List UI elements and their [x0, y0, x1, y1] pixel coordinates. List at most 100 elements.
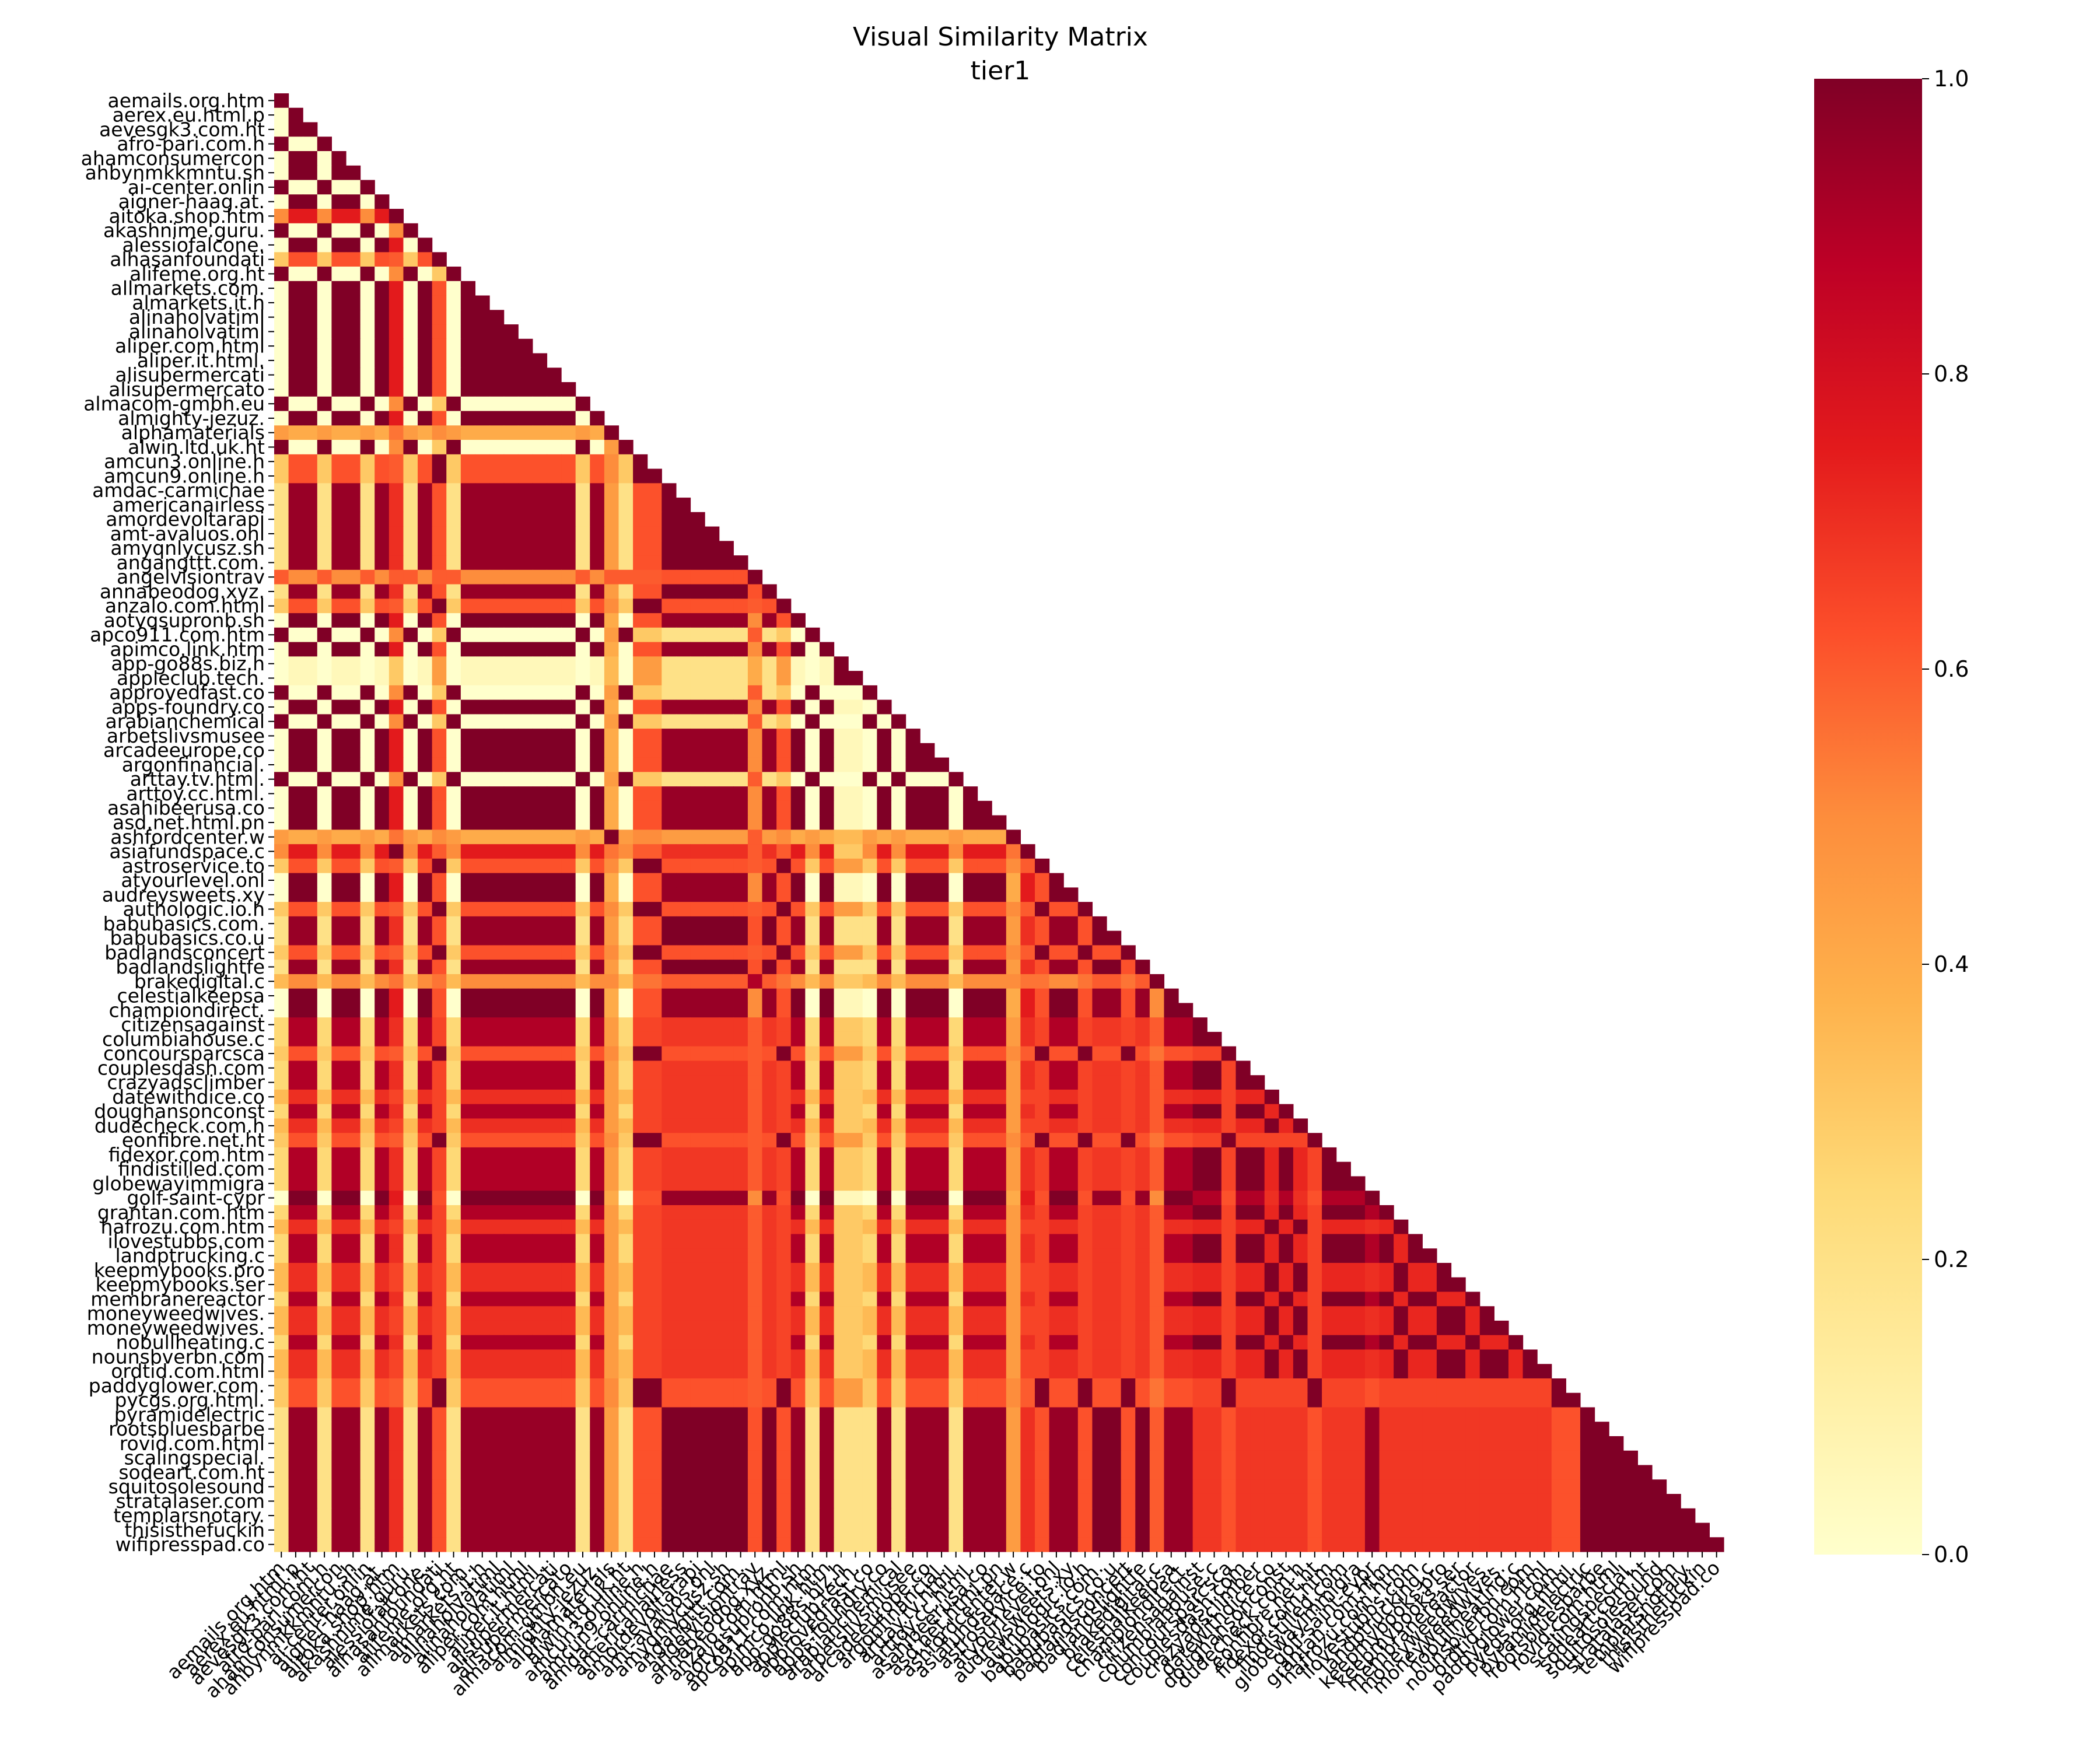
heatmap-cell [690, 786, 705, 802]
heatmap-cell [877, 844, 892, 859]
heatmap-cell [819, 960, 835, 975]
heatmap-cell [662, 1335, 677, 1350]
heatmap-cell [331, 1248, 346, 1264]
heatmap-cell [647, 1060, 662, 1076]
heatmap-cell [776, 1392, 792, 1408]
heatmap-cell [662, 1436, 677, 1451]
heatmap-cell [446, 1392, 461, 1408]
heatmap-cell [346, 569, 361, 585]
heatmap-cell [1049, 1262, 1064, 1278]
heatmap-cell [432, 887, 447, 902]
heatmap-cell [705, 1465, 720, 1480]
heatmap-cell [848, 1161, 863, 1177]
heatmap-cell [877, 1479, 892, 1494]
heatmap-cell [1107, 1335, 1122, 1350]
heatmap-cell [503, 815, 519, 830]
heatmap-cell [1336, 1191, 1351, 1206]
heatmap-cell [877, 1219, 892, 1235]
heatmap-cell [418, 1147, 433, 1163]
heatmap-cell [1077, 1191, 1093, 1206]
heatmap-cell [590, 1133, 605, 1148]
heatmap-cell [288, 122, 303, 137]
heatmap-cell [733, 945, 748, 960]
heatmap-cell [274, 945, 289, 960]
heatmap-cell [747, 945, 763, 960]
heatmap-cell [963, 1364, 978, 1379]
heatmap-cell [460, 627, 476, 643]
heatmap-cell [705, 1436, 720, 1451]
heatmap-cell [690, 685, 705, 701]
heatmap-cell [1522, 1479, 1538, 1494]
heatmap-cell [977, 1133, 992, 1148]
heatmap-cell [1107, 1292, 1122, 1307]
heatmap-cell [1149, 1234, 1165, 1249]
heatmap-cell [690, 743, 705, 758]
heatmap-cell [1350, 1349, 1366, 1364]
heatmap-cell [790, 858, 806, 874]
heatmap-cell [934, 1306, 949, 1321]
heatmap-cell [303, 656, 318, 671]
heatmap-cell [475, 1422, 490, 1437]
heatmap-cell [274, 960, 289, 975]
heatmap-cell [360, 526, 375, 541]
heatmap-cell [805, 1436, 820, 1451]
heatmap-cell [690, 1147, 705, 1163]
heatmap-cell [1049, 1191, 1064, 1206]
heatmap-cell [905, 1176, 921, 1191]
heatmap-cell [819, 786, 835, 802]
heatmap-cell [1379, 1407, 1394, 1422]
heatmap-cell [403, 945, 418, 960]
heatmap-cell [834, 830, 849, 845]
heatmap-cell [475, 1306, 490, 1321]
heatmap-cell [360, 1104, 375, 1119]
heatmap-cell [1236, 1508, 1251, 1524]
heatmap-cell [532, 353, 548, 368]
heatmap-cell [388, 830, 404, 845]
heatmap-cell [604, 1089, 620, 1105]
heatmap-cell [690, 1508, 705, 1524]
heatmap-cell [1149, 1422, 1165, 1437]
heatmap-cell [518, 656, 533, 671]
heatmap-cell [905, 815, 921, 830]
heatmap-cell [1035, 1075, 1050, 1090]
heatmap-cell [518, 1392, 533, 1408]
heatmap-cell [388, 887, 404, 902]
heatmap-cell [331, 902, 346, 917]
heatmap-cell [1264, 1320, 1279, 1336]
heatmap-cell [317, 1436, 332, 1451]
heatmap-cell [561, 1089, 576, 1105]
heatmap-cell [790, 1262, 806, 1278]
heatmap-cell [317, 165, 332, 181]
heatmap-cell [719, 1306, 734, 1321]
heatmap-cell [346, 1436, 361, 1451]
heatmap-cell [676, 1003, 691, 1018]
heatmap-cell [432, 1046, 447, 1062]
heatmap-cell [1107, 1234, 1122, 1249]
heatmap-cell [317, 151, 332, 166]
heatmap-cell [633, 858, 648, 874]
heatmap-cell [647, 844, 662, 859]
heatmap-cell [547, 468, 562, 484]
heatmap-cell [446, 1364, 461, 1379]
heatmap-cell [920, 1089, 935, 1105]
heatmap-cell [360, 800, 375, 816]
heatmap-cell [834, 1003, 849, 1018]
heatmap-cell [891, 1104, 907, 1119]
heatmap-cell [1178, 1219, 1194, 1235]
heatmap-cell [331, 151, 346, 166]
heatmap-cell [590, 1292, 605, 1307]
heatmap-cell [805, 1046, 820, 1062]
heatmap-cell [618, 569, 634, 585]
heatmap-cell [848, 1003, 863, 1018]
heatmap-cell [705, 1479, 720, 1494]
heatmap-cell [288, 223, 303, 239]
heatmap-cell [1121, 1118, 1136, 1133]
heatmap-cell [331, 237, 346, 253]
heatmap-cell [575, 858, 590, 874]
heatmap-cell [1623, 1450, 1638, 1466]
heatmap-cell [848, 930, 863, 946]
heatmap-cell [418, 757, 433, 772]
heatmap-cell [662, 873, 677, 888]
heatmap-cell [403, 916, 418, 932]
heatmap-cell [403, 411, 418, 426]
